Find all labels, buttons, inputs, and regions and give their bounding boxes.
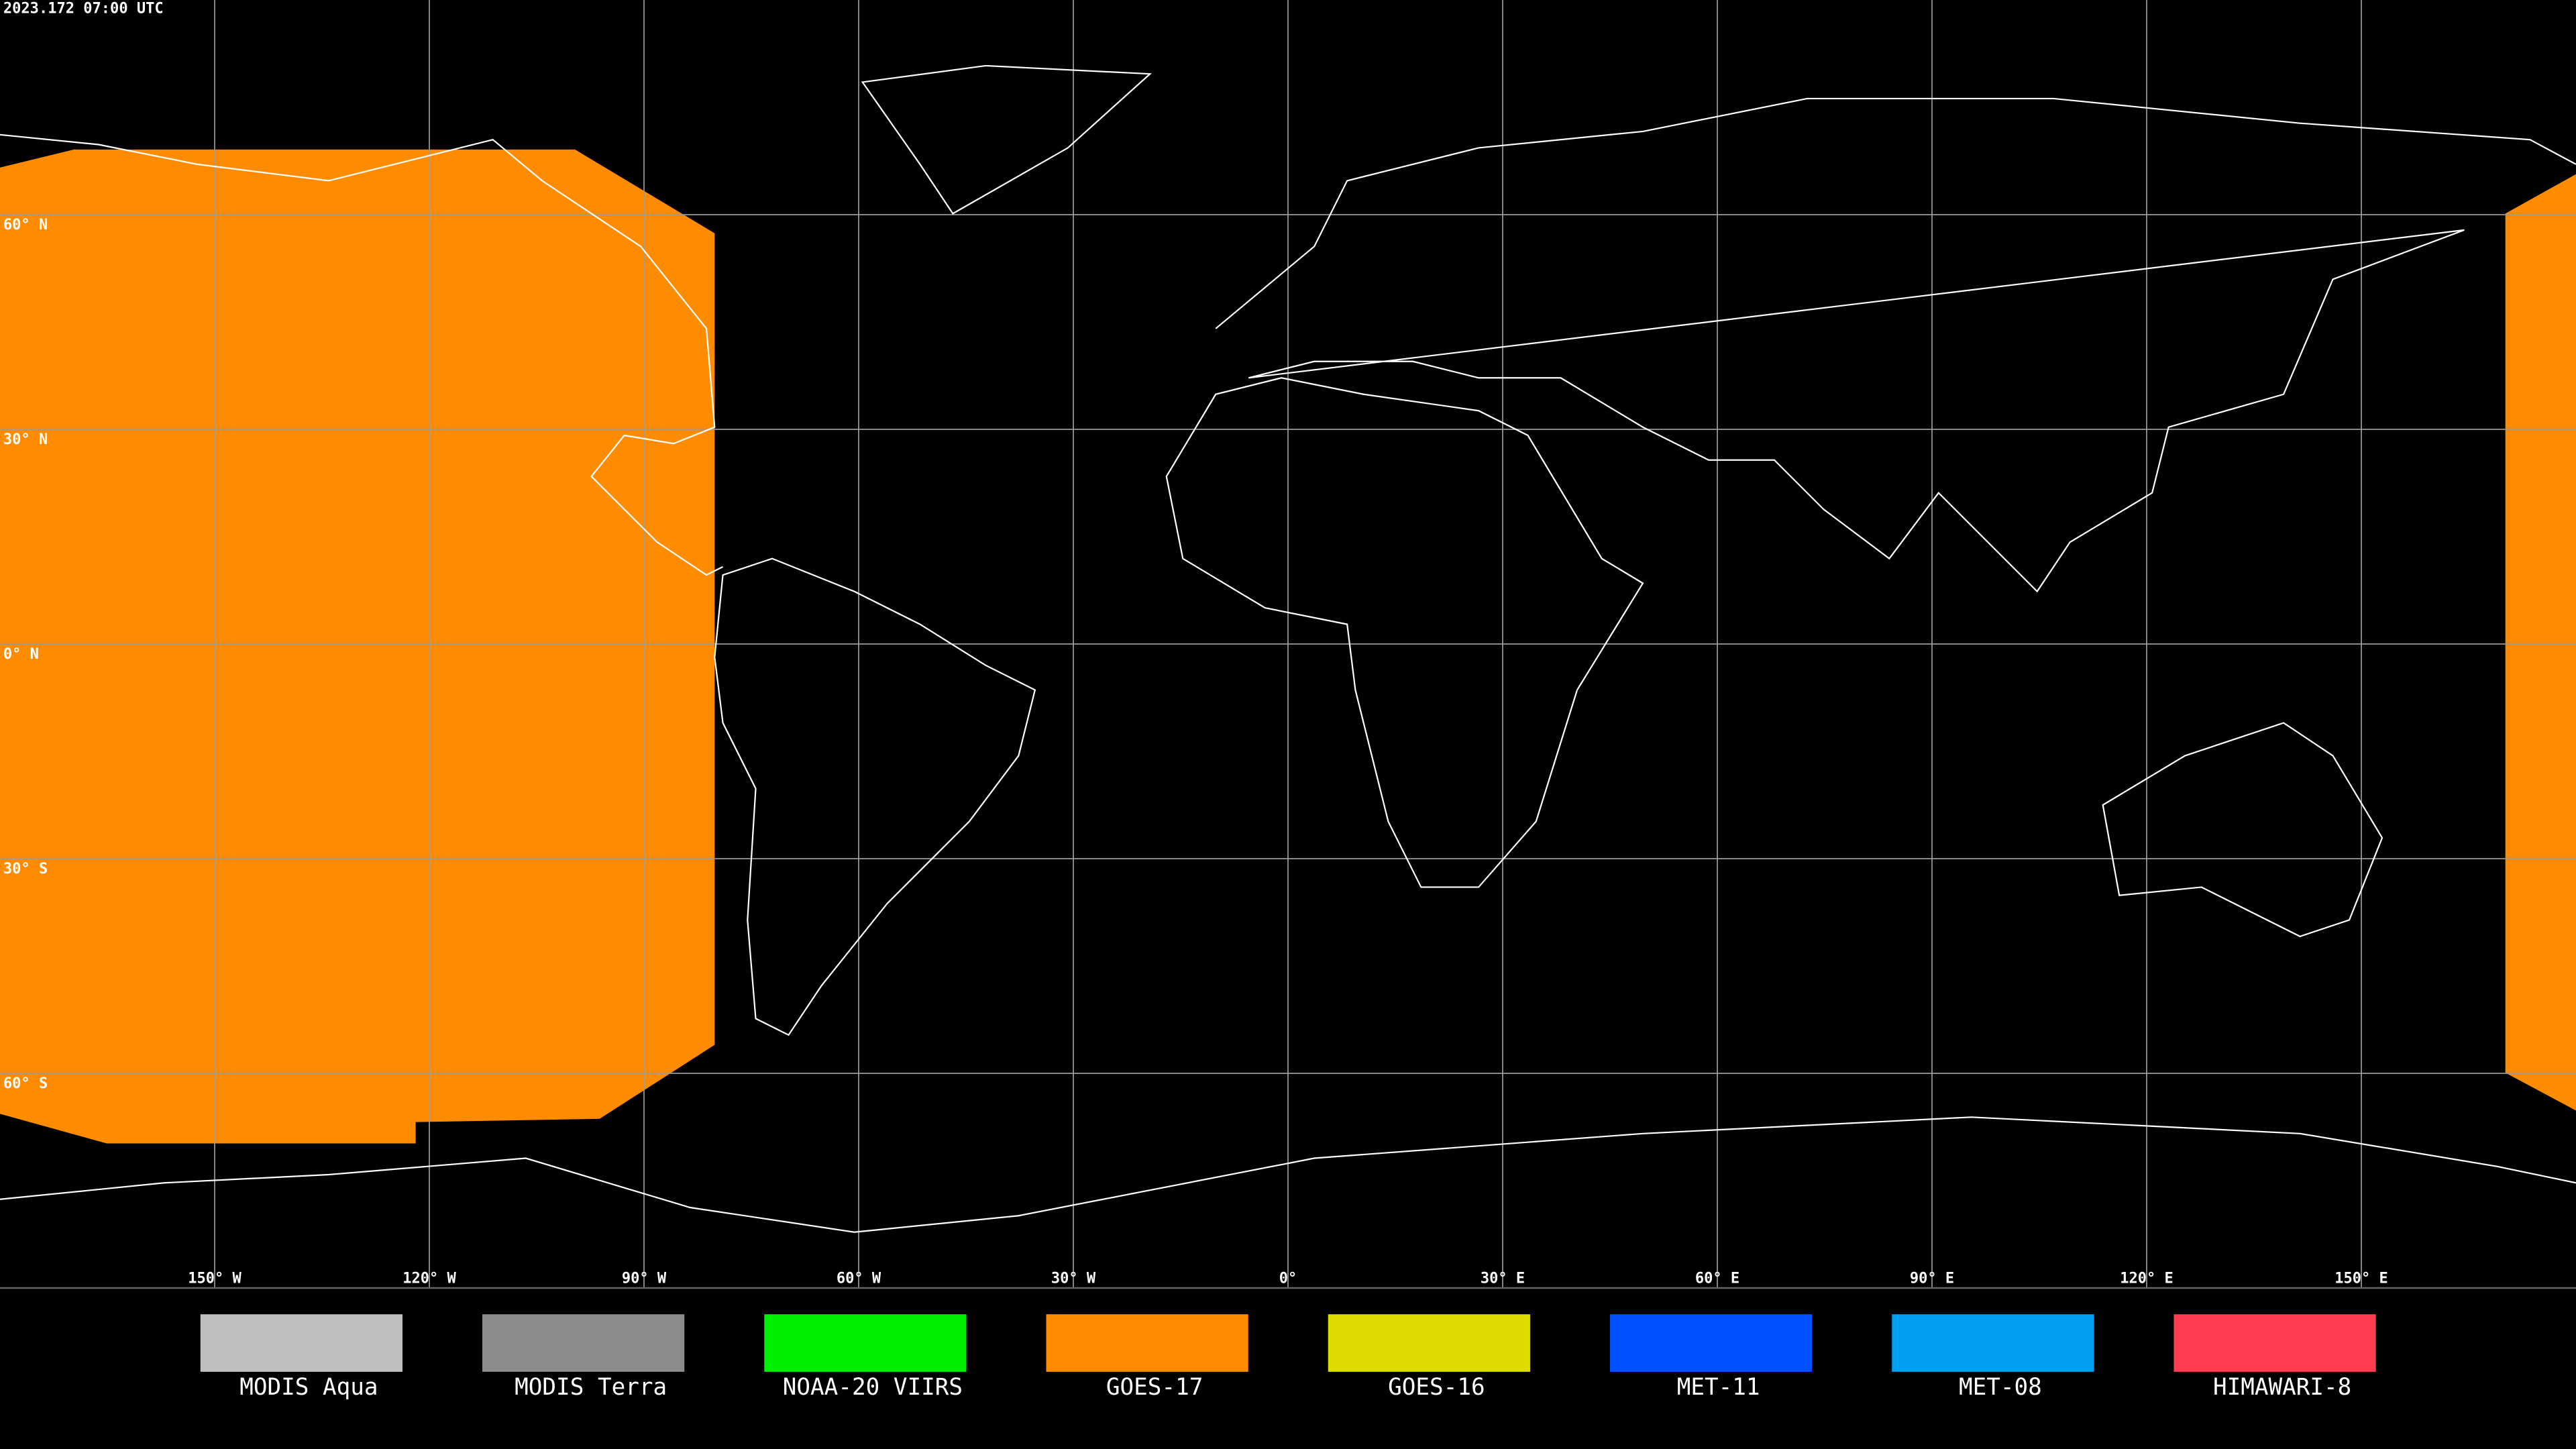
longitude-label: 30° E — [1481, 1271, 1525, 1287]
legend-swatch — [1328, 1314, 1530, 1372]
legend-label: MET-08 — [1959, 1374, 2042, 1401]
eurasia-coast — [1215, 97, 2576, 593]
coverage-areas — [0, 149, 2576, 1144]
coastlines — [0, 64, 2576, 1233]
longitude-label: 150° E — [2334, 1271, 2388, 1287]
longitude-label: 60° E — [1695, 1271, 1739, 1287]
axis-labels: 60° N 30° N 0° N 30° S 60° S 150° W 120° W 90° … — [3, 217, 2388, 1287]
longitude-label: 150° W — [188, 1271, 241, 1287]
legend-label: HIMAWARI-8 — [2213, 1374, 2351, 1401]
greenland-coast — [861, 64, 1152, 215]
legend: MODIS Aqua MODIS Terra NOAA-20 VIIRS GOES-1… — [200, 1314, 2376, 1401]
legend-swatch — [1892, 1314, 2094, 1372]
longitude-label: 0° — [1279, 1271, 1297, 1287]
legend-label: GOES-16 — [1388, 1374, 1485, 1401]
longitude-label: 120° E — [2120, 1271, 2174, 1287]
legend-label: GOES-17 — [1106, 1374, 1203, 1401]
legend-swatch — [764, 1314, 967, 1372]
latitude-label: 30° N — [3, 431, 48, 448]
goes-17-coverage — [0, 149, 715, 1144]
latitude-label: 60° S — [3, 1075, 48, 1092]
longitude-label: 120° W — [402, 1271, 456, 1287]
south-america-coast — [714, 557, 1036, 1036]
legend-label: NOAA-20 VIIRS — [783, 1374, 963, 1401]
latitude-label: 60° N — [3, 217, 48, 233]
graticule — [0, 0, 2576, 1288]
longitude-label: 90° E — [1910, 1271, 1954, 1287]
legend-label: MET-11 — [1677, 1374, 1760, 1401]
legend-label: MODIS Aqua — [239, 1374, 378, 1401]
timestamp: 2023.172 07:00 UTC — [3, 1, 164, 17]
legend-swatch — [1610, 1314, 1813, 1372]
legend-swatch — [1046, 1314, 1248, 1372]
legend-swatch — [482, 1314, 685, 1372]
legend-swatch — [200, 1314, 402, 1372]
goes-17-coverage — [2505, 174, 2576, 1111]
australia-coast — [2102, 722, 2383, 938]
legend-label: MODIS Terra — [515, 1374, 667, 1401]
africa-coast — [1165, 377, 1644, 888]
legend-swatch — [2174, 1314, 2376, 1372]
latitude-label: 30° S — [3, 861, 48, 877]
antarctica-coast — [0, 1116, 2576, 1233]
latitude-label: 0° N — [3, 646, 39, 663]
longitude-label: 60° W — [837, 1271, 881, 1287]
north-america-coast — [0, 133, 724, 576]
longitude-label: 90° W — [622, 1271, 667, 1287]
longitude-label: 30° W — [1051, 1271, 1096, 1287]
